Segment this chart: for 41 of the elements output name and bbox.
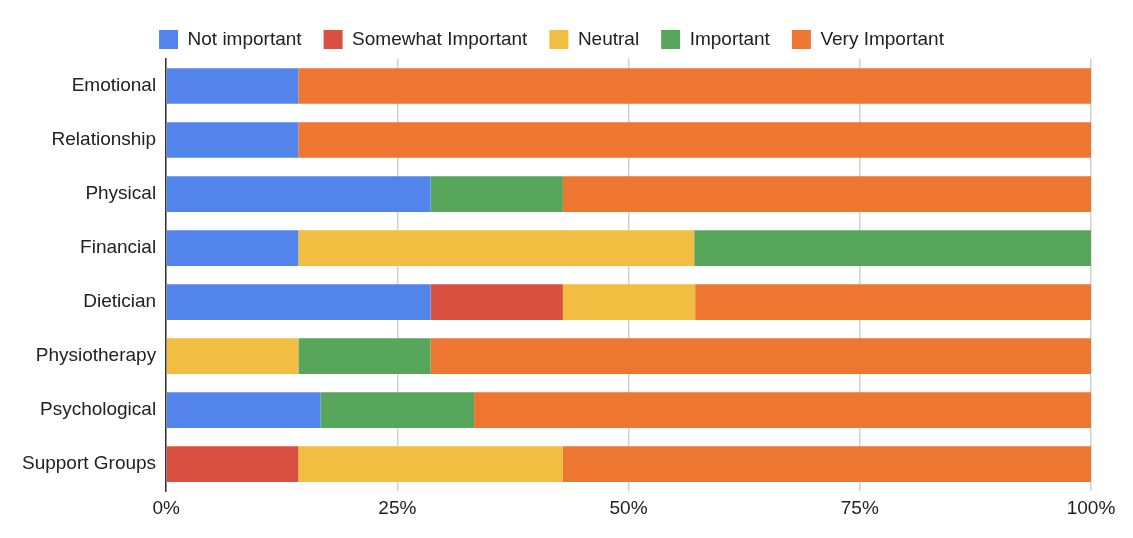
bar — [430, 338, 1091, 374]
bar — [298, 446, 563, 483]
y-tick-label: Support Groups — [21, 452, 157, 474]
x-tick-label: 50% — [609, 496, 648, 518]
bar — [166, 176, 431, 212]
x-tick-label: 75% — [840, 496, 879, 518]
x-tick-label: 100% — [1066, 496, 1116, 518]
bar — [562, 284, 696, 320]
bar — [166, 230, 299, 266]
bar — [166, 122, 299, 158]
bar — [695, 284, 1091, 320]
bar — [298, 230, 695, 266]
bar — [166, 338, 299, 374]
bar — [298, 68, 1091, 104]
bar — [166, 392, 321, 428]
bar — [430, 284, 563, 320]
bar — [298, 338, 431, 374]
y-tick-label: Physical — [85, 182, 157, 204]
y-tick-label: Emotional — [71, 74, 157, 96]
legend-label: Neutral — [577, 27, 640, 49]
y-tick-label: Dietician — [83, 290, 157, 312]
y-tick-label: Physiotherapy — [35, 344, 157, 366]
bar — [166, 284, 431, 320]
y-tick-label: Psychological — [39, 398, 157, 420]
bar — [562, 176, 1091, 212]
legend-label: Not important — [187, 27, 303, 49]
bar — [562, 446, 1091, 483]
x-tick-label: 0% — [152, 496, 180, 518]
bar — [430, 176, 563, 212]
bar — [694, 230, 1091, 266]
y-tick-label: Relationship — [51, 128, 157, 150]
x-tick-label: 25% — [378, 496, 417, 518]
legend-label: Very Important — [820, 27, 945, 49]
legend-label: Somewhat Important — [352, 27, 529, 49]
legend-label: Important — [689, 27, 771, 49]
bar — [320, 392, 475, 428]
y-tick-label: Financial — [80, 236, 157, 258]
bar — [166, 68, 299, 104]
bar — [166, 446, 299, 483]
bar — [298, 122, 1091, 158]
bar — [474, 392, 1091, 428]
